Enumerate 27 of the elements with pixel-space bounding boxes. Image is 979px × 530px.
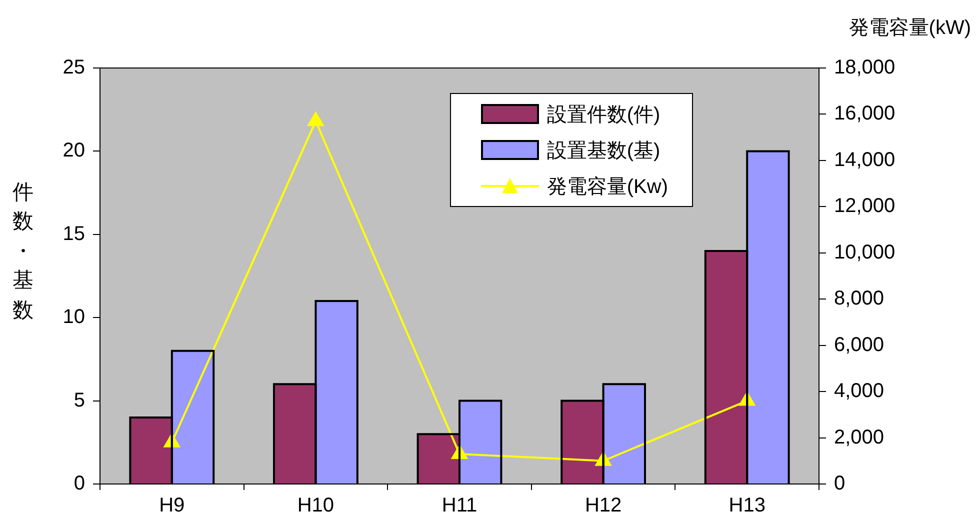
x-tick-label: H13 — [728, 494, 766, 517]
y2-tick-label: 14,000 — [834, 148, 896, 171]
y2-axis-title: 発電容量(kW) — [848, 16, 971, 41]
y2-tick-label: 4,000 — [834, 380, 884, 402]
y2-tick-label: 18,000 — [834, 56, 896, 79]
y2-tick-label: 8,000 — [834, 288, 884, 310]
y-tick-label: 20 — [62, 140, 85, 162]
legend-label: 設置基数(基) — [546, 138, 660, 164]
y-axis-title: 件数・基数 — [12, 180, 34, 324]
y2-tick-label: 12,000 — [834, 195, 896, 218]
x-tick-label: H10 — [297, 494, 334, 517]
legend-label: 発電容量(Kw) — [546, 174, 668, 200]
y2-tick-label: 2,000 — [834, 426, 884, 448]
y-tick-label: 25 — [62, 56, 85, 79]
y-tick-label: 10 — [62, 306, 85, 328]
y2-tick-label: 0 — [834, 472, 846, 495]
x-tick-label: H9 — [159, 494, 185, 517]
y2-tick-label: 10,000 — [834, 241, 896, 264]
point — [308, 112, 324, 126]
y-tick-label: 15 — [62, 222, 85, 245]
y-tick-label: 5 — [74, 389, 85, 412]
x-tick-label: H12 — [584, 494, 622, 517]
y2-tick-label: 6,000 — [834, 334, 884, 356]
y2-tick-label: 16,000 — [834, 102, 896, 125]
legend-label: 設置件数(件) — [546, 102, 660, 128]
y-tick-label: 0 — [74, 472, 85, 495]
x-tick-label: H11 — [442, 494, 478, 517]
